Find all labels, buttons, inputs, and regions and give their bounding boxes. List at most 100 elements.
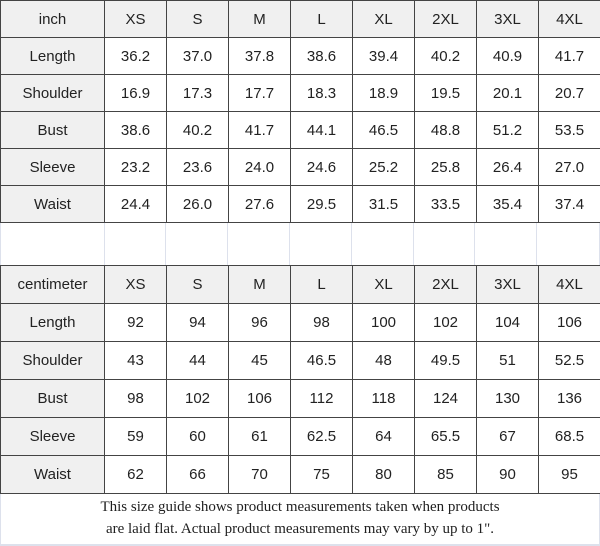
table-row: Sleeve 59 60 61 62.5 64 65.5 67 68.5 [0,417,600,456]
measurement-cell: 17.3 [166,74,229,112]
size-column-header: 3XL [476,0,539,38]
size-column-header: S [166,0,229,38]
gap-cell [105,223,167,265]
gap-cell [414,223,476,265]
row-label: Length [0,303,105,342]
size-table-centimeter: centimeter XS S M L XL 2XL 3XL 4XL Length 92 94 96 98… [0,265,600,494]
table-row: Waist 62 66 70 75 80 85 90 95 [0,455,600,494]
measurement-cell: 24.4 [104,185,167,223]
measurement-cell: 18.9 [352,74,415,112]
row-label: Sleeve [0,148,105,186]
header-row: inch XS S M L XL 2XL 3XL 4XL [0,0,600,38]
row-label: Shoulder [0,341,105,380]
table-row: Shoulder 43 44 45 46.5 48 49.5 51 52.5 [0,341,600,380]
table-row: Shoulder 16.9 17.3 17.7 18.3 18.9 19.5 20.1 20.7 [0,74,600,112]
measurement-cell: 26.4 [476,148,539,186]
measurement-cell: 51.2 [476,111,539,149]
table-row: Bust 98 102 106 112 118 124 130 136 [0,379,600,418]
measurement-cell: 37.4 [538,185,600,223]
measurement-cell: 104 [476,303,539,342]
measurement-cell: 49.5 [414,341,477,380]
measurement-cell: 130 [476,379,539,418]
gap-cell [290,223,352,265]
measurement-cell: 65.5 [414,417,477,456]
size-column-header: 3XL [476,265,539,304]
table-row: Length 36.2 37.0 37.8 38.6 39.4 40.2 40.9 41.7 [0,37,600,75]
gap-cell [475,223,538,265]
measurement-cell: 39.4 [352,37,415,75]
note-line-1: This size guide shows product measuremen… [100,499,500,516]
measurement-cell: 112 [290,379,353,418]
table-row: Sleeve 23.2 23.6 24.0 24.6 25.2 25.8 26.4 27.0 [0,148,600,186]
measurement-cell: 25.8 [414,148,477,186]
measurement-cell: 90 [476,455,539,494]
measurement-cell: 40.2 [166,111,229,149]
size-column-header: L [290,265,353,304]
measurement-cell: 96 [228,303,291,342]
measurement-cell: 25.2 [352,148,415,186]
measurement-cell: 106 [228,379,291,418]
measurement-cell: 62.5 [290,417,353,456]
measurement-cell: 80 [352,455,415,494]
measurement-cell: 40.9 [476,37,539,75]
measurement-cell: 37.8 [228,37,291,75]
measurement-cell: 106 [538,303,600,342]
measurement-cell: 70 [228,455,291,494]
measurement-cell: 23.6 [166,148,229,186]
measurement-cell: 85 [414,455,477,494]
measurement-cell: 27.6 [228,185,291,223]
row-label: Length [0,37,105,75]
measurement-cell: 53.5 [538,111,600,149]
measurement-cell: 100 [352,303,415,342]
size-column-header: 4XL [538,265,600,304]
unit-header-cell: centimeter [0,265,105,304]
measurement-cell: 98 [290,303,353,342]
size-column-header: L [290,0,353,38]
table-gap-band [0,223,600,265]
measurement-cell: 46.5 [352,111,415,149]
measurement-cell: 24.0 [228,148,291,186]
measurement-cell: 46.5 [290,341,353,380]
row-label: Waist [0,185,105,223]
table-row: Waist 24.4 26.0 27.6 29.5 31.5 33.5 35.4 37.4 [0,185,600,223]
row-label: Shoulder [0,74,105,112]
measurement-cell: 35.4 [476,185,539,223]
gap-cell [166,223,229,265]
measurement-cell: 44.1 [290,111,353,149]
gap-cell [228,223,291,265]
size-table-inch: inch XS S M L XL 2XL 3XL 4XL Length 36.2 37.0 37.8 38… [0,0,600,223]
measurement-cell: 95 [538,455,600,494]
measurement-cell: 44 [166,341,229,380]
gap-cell [537,223,599,265]
measurement-cell: 118 [352,379,415,418]
measurement-cell: 27.0 [538,148,600,186]
measurement-cell: 18.3 [290,74,353,112]
measurement-cell: 102 [414,303,477,342]
measurement-cell: 136 [538,379,600,418]
size-column-header: 2XL [414,0,477,38]
measurement-cell: 67 [476,417,539,456]
size-guide-note: This size guide shows product measuremen… [0,494,600,546]
gap-cell [352,223,414,265]
note-line-2: are laid flat. Actual product measuremen… [105,521,495,537]
measurement-cell: 16.9 [104,74,167,112]
measurement-cell: 20.7 [538,74,600,112]
table-row: Bust 38.6 40.2 41.7 44.1 46.5 48.8 51.2 53.5 [0,111,600,149]
measurement-cell: 61 [228,417,291,456]
size-column-header: S [166,265,229,304]
measurement-cell: 38.6 [104,111,167,149]
measurement-cell: 102 [166,379,229,418]
size-column-header: 4XL [538,0,600,38]
measurement-cell: 31.5 [352,185,415,223]
measurement-cell: 60 [166,417,229,456]
measurement-cell: 26.0 [166,185,229,223]
row-label: Bust [0,111,105,149]
measurement-cell: 40.2 [414,37,477,75]
row-label: Waist [0,455,105,494]
measurement-cell: 33.5 [414,185,477,223]
size-column-header: XS [104,265,167,304]
unit-header-cell: inch [0,0,105,38]
measurement-cell: 59 [104,417,167,456]
measurement-cell: 41.7 [228,111,291,149]
